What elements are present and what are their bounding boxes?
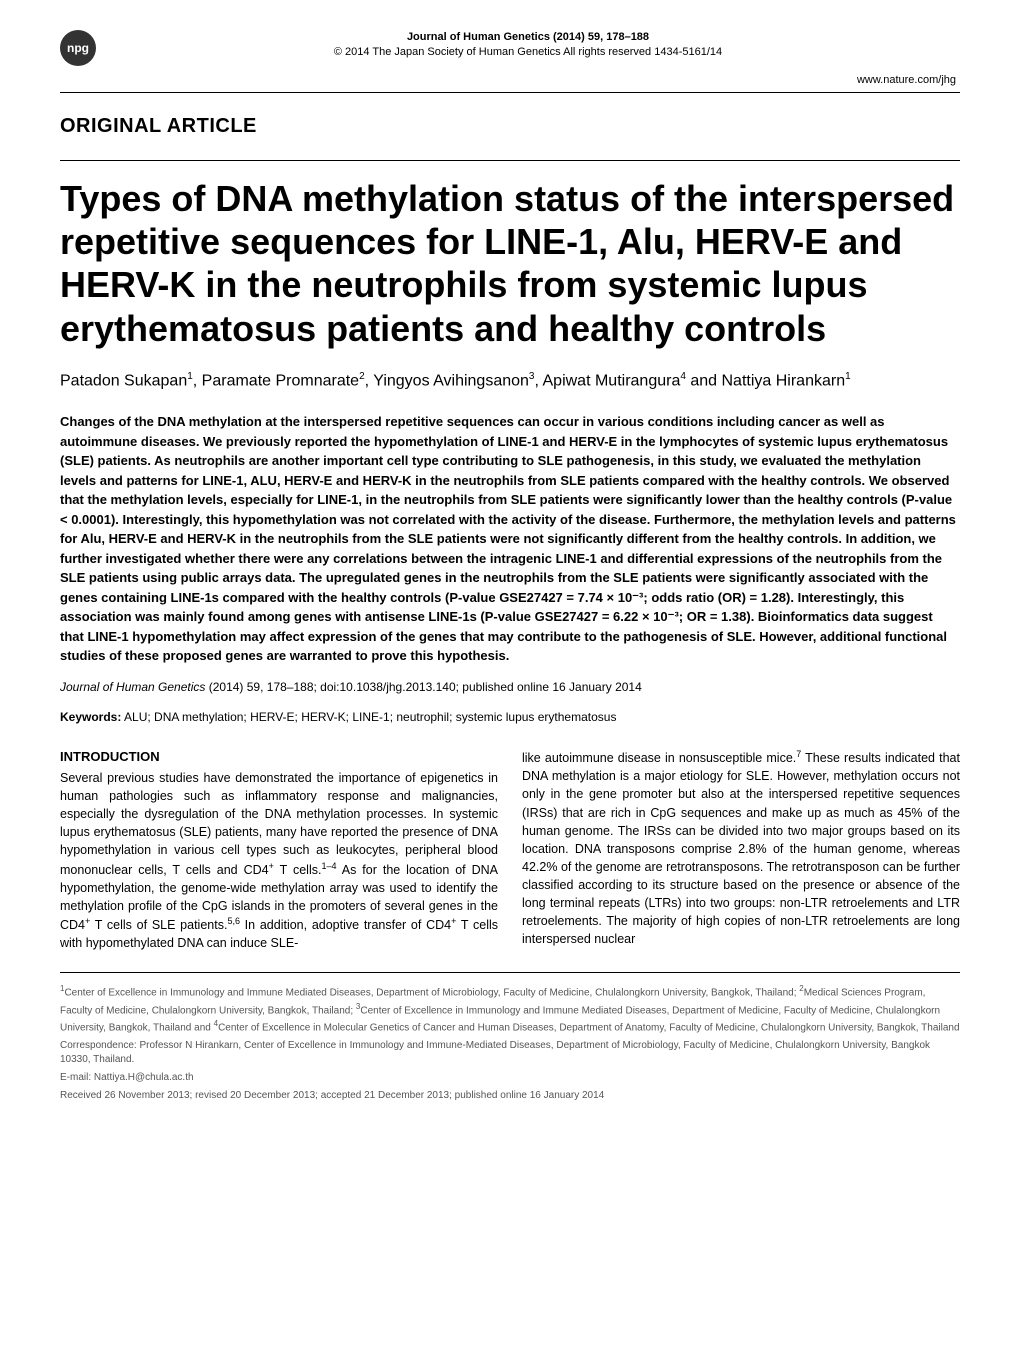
keywords: Keywords: ALU; DNA methylation; HERV-E; … [60, 710, 960, 724]
citation-rest: (2014) 59, 178–188; doi:10.1038/jhg.2013… [205, 680, 641, 694]
journal-citation-line: Journal of Human Genetics (2014) 59, 178… [96, 30, 960, 45]
column-left-text: Several previous studies have demonstrat… [60, 771, 498, 950]
email: E-mail: Nattiya.H@chula.ac.th [60, 1071, 960, 1085]
footer-divider [60, 972, 960, 973]
citation: Journal of Human Genetics (2014) 59, 178… [60, 680, 960, 694]
citation-journal: Journal of Human Genetics [60, 680, 205, 694]
introduction-heading: INTRODUCTION [60, 748, 498, 767]
keywords-label: Keywords: [60, 710, 121, 724]
column-right: like autoimmune disease in nonsusceptibl… [522, 748, 960, 952]
column-left: INTRODUCTION Several previous studies ha… [60, 748, 498, 952]
article-type: ORIGINAL ARTICLE [60, 115, 960, 138]
dates: Received 26 November 2013; revised 20 De… [60, 1089, 960, 1103]
keywords-list: ALU; DNA methylation; HERV-E; HERV-K; LI… [121, 710, 616, 724]
title-divider [60, 160, 960, 161]
publisher-badge: npg [60, 30, 96, 66]
header-divider [60, 92, 960, 93]
affiliations: 1Center of Excellence in Immunology and … [60, 983, 960, 1035]
journal-header: Journal of Human Genetics (2014) 59, 178… [96, 30, 960, 61]
body-columns: INTRODUCTION Several previous studies ha… [60, 748, 960, 952]
abstract: Changes of the DNA methylation at the in… [60, 412, 960, 666]
article-title: Types of DNA methylation status of the i… [60, 177, 960, 350]
journal-url: www.nature.com/jhg [60, 74, 960, 86]
authors: Patadon Sukapan1, Paramate Promnarate2, … [60, 370, 960, 393]
column-right-text: like autoimmune disease in nonsusceptibl… [522, 751, 960, 946]
correspondence: Correspondence: Professor N Hirankarn, C… [60, 1039, 960, 1067]
journal-copyright: © 2014 The Japan Society of Human Geneti… [96, 45, 960, 60]
